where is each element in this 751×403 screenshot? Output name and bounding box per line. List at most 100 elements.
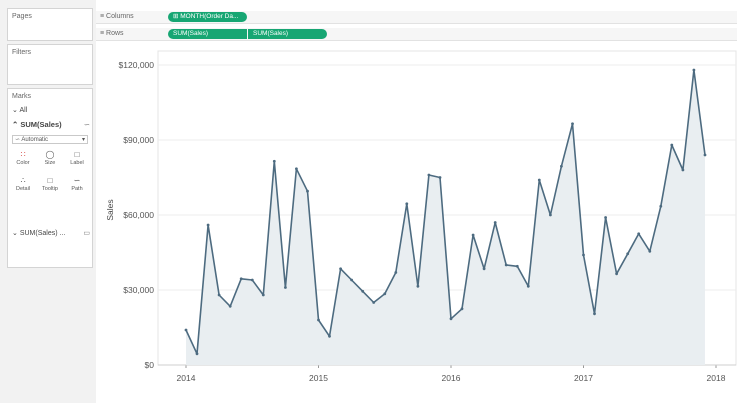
data-point <box>339 267 342 271</box>
data-point <box>250 278 254 282</box>
path-label: Path <box>71 186 83 192</box>
rows-pill-sum-sales-1[interactable]: SUM(Sales) <box>168 29 247 39</box>
data-point <box>228 304 232 308</box>
data-point <box>593 312 596 316</box>
tooltip-button[interactable]: □ Tooltip <box>38 175 62 197</box>
data-point <box>504 263 508 267</box>
data-point <box>526 284 530 288</box>
plus-icon: ⊞ <box>173 13 179 20</box>
data-point <box>261 293 265 297</box>
rows-pill-2-text: SUM(Sales) <box>253 30 289 37</box>
data-point <box>217 293 221 297</box>
chevron-up-icon: ⌃ <box>12 120 19 129</box>
rows-pill-sum-sales-2[interactable]: SUM(Sales) <box>248 29 327 39</box>
y-tick-label: $0 <box>145 360 155 370</box>
pages-title: Pages <box>12 13 32 20</box>
columns-shelf-label: ≡ Columns <box>100 13 134 20</box>
size-label: Size <box>44 160 56 166</box>
y-tick-label: $30,000 <box>123 285 154 295</box>
columns-label-text: Columns <box>106 13 134 20</box>
data-point <box>449 317 453 321</box>
data-point <box>549 213 552 217</box>
data-point <box>648 249 652 253</box>
data-point <box>295 167 298 171</box>
data-point <box>515 264 519 268</box>
data-point <box>537 178 541 182</box>
data-point <box>306 189 309 193</box>
y-tick-label: $90,000 <box>123 135 154 145</box>
label-label: Label <box>70 160 84 166</box>
label-icon: □ <box>74 150 80 159</box>
data-point <box>460 307 464 311</box>
marks-sum-sales-label: SUM(Sales) <box>20 120 62 129</box>
rows-pill-1-text: SUM(Sales) <box>173 30 209 37</box>
marks-all-label: All <box>19 107 28 114</box>
detail-label: Detail <box>15 186 31 192</box>
columns-pill-month[interactable]: ⊞ MONTH(Order Da... <box>168 12 247 22</box>
line-type-icon: ∽ <box>15 137 21 143</box>
marks-all-row[interactable]: ⌄ All <box>12 106 27 114</box>
data-point <box>571 122 574 126</box>
size-icon: ◯ <box>45 150 55 159</box>
x-tick-label: 2014 <box>177 373 196 383</box>
data-point <box>405 202 409 206</box>
tooltip-icon: □ <box>47 176 53 185</box>
data-point <box>703 153 707 157</box>
color-button[interactable]: ∷ Color <box>11 149 35 171</box>
data-point <box>615 272 618 276</box>
color-label: Color <box>16 160 30 166</box>
x-tick-label: 2018 <box>707 373 726 383</box>
data-point <box>471 233 475 237</box>
path-button[interactable]: ∽ Path <box>65 175 89 197</box>
data-point <box>361 289 365 293</box>
data-point <box>372 301 376 304</box>
data-point <box>681 168 685 172</box>
chevron-down-icon: ⌄ <box>12 230 18 237</box>
sales-area-chart[interactable]: $0 $30,000 $60,000 $90,000 $120,000 Sales 2014… <box>96 45 741 390</box>
sales-line <box>185 69 706 355</box>
data-point <box>284 286 287 289</box>
x-tick-label: 2016 <box>442 373 461 383</box>
rows-label-text: Rows <box>106 30 124 37</box>
data-point <box>350 278 353 282</box>
detail-icon: ∴ <box>20 176 26 185</box>
label-button[interactable]: □ Label <box>65 149 89 171</box>
data-point <box>670 143 674 147</box>
filters-card[interactable]: Filters <box>7 44 93 85</box>
side-panel: Pages Filters Marks ⌄ All ⌃ SUM(Sales) ∽… <box>0 0 96 403</box>
columns-pill-text: MONTH(Order Da... <box>180 13 239 20</box>
dropdown-arrow-icon: ▾ <box>81 137 85 143</box>
data-point <box>272 159 276 163</box>
rows-shelf-label: ≡ Rows <box>100 30 124 37</box>
size-button[interactable]: ◯ Size <box>38 149 62 171</box>
data-point <box>317 318 320 322</box>
x-tick-label: 2015 <box>309 373 328 383</box>
rows-shelf[interactable]: ≡ Rows SUM(Sales) SUM(Sales) <box>96 28 737 41</box>
data-point <box>482 267 486 271</box>
area-mark-icon: ▭ <box>83 230 90 237</box>
mark-type-dropdown[interactable]: ∽ Automatic ▾ <box>12 135 88 144</box>
data-point <box>184 328 188 332</box>
y-tick-label: $120,000 <box>119 60 155 70</box>
data-point <box>692 68 696 72</box>
data-point <box>604 216 607 219</box>
detail-button[interactable]: ∴ Detail <box>11 175 35 197</box>
path-icon: ∽ <box>73 176 81 185</box>
data-point <box>328 334 331 338</box>
columns-shelf[interactable]: ≡ Columns ⊞ MONTH(Order Da... <box>96 11 737 24</box>
filters-title: Filters <box>12 49 32 56</box>
data-point <box>239 277 243 281</box>
data-point <box>383 292 387 296</box>
y-axis-title: Sales <box>105 199 115 220</box>
marks-sum-sales-row[interactable]: ⌃ SUM(Sales) ∽ <box>12 120 90 129</box>
marks-sum-sales-collapsed-row[interactable]: ⌄ SUM(Sales) ... ▭ <box>12 229 90 237</box>
y-tick-label: $60,000 <box>123 210 154 220</box>
data-point <box>637 232 641 236</box>
marks-sum-sales-collapsed-label: SUM(Sales) ... <box>19 230 66 237</box>
color-icon: ∷ <box>20 150 26 159</box>
pages-card[interactable]: Pages <box>7 8 93 41</box>
data-point <box>394 271 398 274</box>
data-point <box>493 221 497 224</box>
line-mark-icon: ∽ <box>83 120 90 129</box>
x-tick-label: 2017 <box>574 373 593 383</box>
